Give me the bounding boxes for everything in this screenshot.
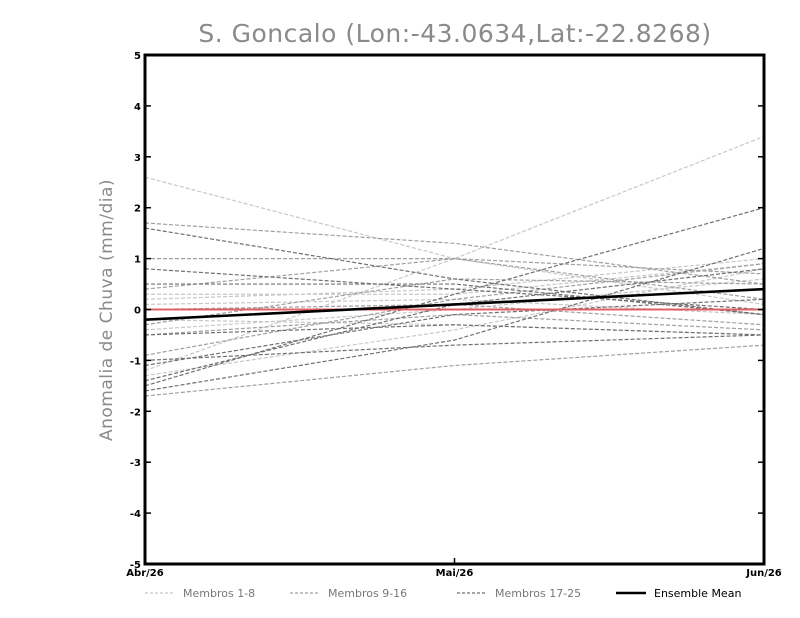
member-line-19 [144, 247, 765, 392]
y-tick-label: -5 [130, 560, 141, 571]
member-line-16 [144, 313, 765, 336]
ensemble-mean-line [144, 287, 765, 321]
y-tick-label: 4 [134, 102, 141, 113]
member-line-23 [145, 283, 765, 316]
y-tick-label: 5 [134, 51, 141, 62]
member-line-9 [144, 222, 765, 285]
y-tick-label: -2 [130, 407, 141, 418]
member-line-5 [144, 319, 765, 336]
member-line-6 [145, 263, 765, 295]
member-line-8 [144, 298, 765, 316]
y-tick-label: 3 [134, 153, 141, 164]
x-tick-label: Mai/26 [436, 568, 474, 579]
member-line-25 [144, 298, 765, 367]
y-tick-label: -4 [130, 509, 141, 520]
member-line-13 [144, 344, 765, 397]
member-line-21 [144, 334, 765, 361]
member-line-24 [144, 324, 765, 336]
member-line-10 [145, 258, 765, 275]
y-tick-label: -3 [130, 458, 141, 469]
x-tick-label: Jun/26 [745, 568, 782, 579]
chart-title: S. Goncalo (Lon:-43.0634,Lat:-22.8268) [198, 19, 711, 48]
member-line-17 [144, 227, 765, 316]
legend-label: Membros 9-16 [328, 587, 407, 600]
y-tick-label: 0 [134, 306, 141, 317]
y-tick-label: 2 [134, 204, 141, 215]
member-line-15 [144, 278, 765, 326]
y-tick-label: 1 [134, 255, 141, 266]
series-lines [144, 135, 765, 397]
axis-ticks: -5 -4 -3 -2 -1 0 1 2 3 4 5 Abr/26 Mai/26 Jun/26 [126, 51, 782, 579]
y-tick-label: -1 [130, 356, 141, 367]
member-line-1 [144, 176, 765, 306]
legend-label: Membros 1-8 [183, 587, 255, 600]
legend-label: Ensemble Mean [654, 587, 741, 600]
member-line-2 [144, 135, 765, 372]
y-axis-label: Anomalia de Chuva (mm/dia) [97, 179, 117, 441]
member-line-20 [144, 268, 765, 311]
member-line-11 [144, 257, 765, 300]
member-line-12 [144, 263, 765, 356]
legend: Membros 1-8 Membros 9-16 Membros 17-25 Ense… [145, 587, 741, 600]
legend-label: Membros 17-25 [495, 587, 581, 600]
member-line-7 [144, 268, 765, 377]
member-line-18 [144, 207, 765, 387]
x-tick-label: Abr/26 [126, 568, 163, 579]
